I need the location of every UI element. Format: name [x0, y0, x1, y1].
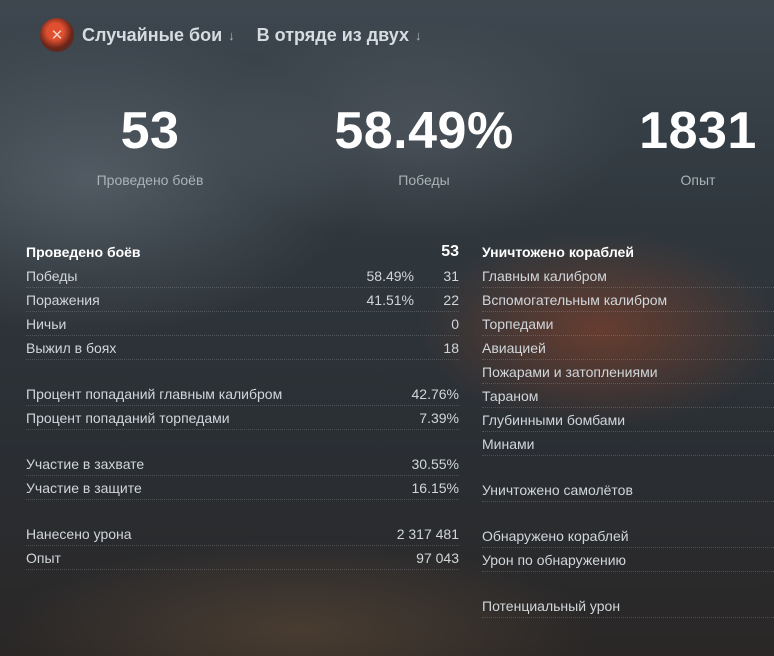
- list-item: Уничтожено самолётов: [482, 478, 774, 502]
- squad-type-label: В отряде из двух: [256, 24, 410, 45]
- experience-label: Опыт: [680, 172, 716, 188]
- destroyed-header-row: Уничтожено кораблей: [482, 240, 774, 264]
- row-value: 18: [443, 339, 459, 356]
- game-mode-logo-icon: ✕: [40, 18, 74, 52]
- table-row: Процент попаданий главным калибром 42.76…: [26, 382, 459, 406]
- table-row: Процент попаданий торпедами 7.39%: [26, 406, 459, 430]
- chevron-down-icon: ↓: [228, 27, 235, 43]
- list-item: Потенциальный урон: [482, 594, 774, 618]
- list-item: Минами: [482, 432, 774, 456]
- row-label: Нанесено урона: [26, 525, 132, 542]
- row-label: Торпедами: [482, 315, 554, 332]
- row-value: 97 043: [416, 549, 459, 566]
- row-label: Процент попаданий главным калибром: [26, 385, 283, 402]
- row-label: Тараном: [482, 387, 539, 404]
- row-value: 30.55%: [411, 455, 459, 472]
- spacer: [482, 502, 774, 524]
- row-value: 31: [443, 267, 459, 284]
- battles-label: Проведено боёв: [96, 172, 204, 188]
- row-label: Главным калибром: [482, 267, 607, 284]
- winrate-value: 58.49%: [334, 102, 514, 160]
- row-value: 42.76%: [411, 385, 459, 402]
- list-item: Торпедами: [482, 312, 774, 336]
- row-label: Авиацией: [482, 339, 546, 356]
- row-value: 7.39%: [419, 409, 459, 426]
- row-label: Опыт: [26, 549, 61, 566]
- spacer: [26, 360, 459, 382]
- winrate-label: Победы: [398, 172, 450, 188]
- row-label: Поражения: [26, 291, 100, 308]
- list-item: Тараном: [482, 384, 774, 408]
- list-item: Пожарами и затоплениями: [482, 360, 774, 384]
- row-label: Участие в защите: [26, 479, 142, 496]
- stats-header-label: Проведено боёв: [26, 244, 141, 260]
- spacer: [482, 572, 774, 594]
- squad-type-dropdown[interactable]: В отряде из двух ↓: [257, 25, 422, 46]
- spacer: [26, 500, 459, 522]
- table-row: Выжил в боях 18: [26, 336, 459, 360]
- row-value: 2 317 481: [396, 525, 459, 542]
- battle-type-dropdown[interactable]: Случайные бои ↓: [82, 25, 235, 46]
- row-label: Минами: [482, 435, 535, 452]
- table-row: Участие в защите 16.15%: [26, 476, 459, 500]
- header-bar: ✕ Случайные бои ↓ В отряде из двух ↓: [40, 17, 444, 53]
- table-row: Нанесено урона 2 317 481: [26, 522, 459, 546]
- table-row: Ничьи 0: [26, 312, 459, 336]
- row-label: Урон по обнаружению: [482, 551, 627, 568]
- table-row: Победы 58.49% 31: [26, 264, 459, 288]
- row-label: Победы: [26, 267, 78, 284]
- list-item: Глубинными бомбами: [482, 408, 774, 432]
- table-row: Участие в захвате 30.55%: [26, 452, 459, 476]
- row-label: Глубинными бомбами: [482, 411, 626, 428]
- list-item: Вспомогательным калибром: [482, 288, 774, 312]
- stats-header-value: 53: [441, 243, 459, 260]
- experience-value: 1831: [639, 102, 757, 160]
- row-value: 0: [451, 315, 459, 332]
- stats-header-row: Проведено боёв 53: [26, 240, 459, 264]
- list-item: Авиацией: [482, 336, 774, 360]
- spacer: [482, 456, 774, 478]
- summary-experience: 1831 Опыт: [628, 98, 768, 188]
- battles-count: 53: [120, 102, 180, 160]
- row-label: Вспомогательным калибром: [482, 291, 668, 308]
- table-row: Опыт 97 043: [26, 546, 459, 570]
- chevron-down-icon: ↓: [415, 27, 422, 43]
- spacer: [26, 430, 459, 452]
- battle-type-label: Случайные бои: [82, 24, 223, 45]
- row-label: Обнаружено кораблей: [482, 527, 629, 544]
- list-item: Урон по обнаружению: [482, 548, 774, 572]
- row-label: Процент попаданий торпедами: [26, 409, 230, 426]
- row-value: 16.15%: [411, 479, 459, 496]
- list-item: Главным калибром: [482, 264, 774, 288]
- row-label: Пожарами и затоплениями: [482, 363, 658, 380]
- row-value: 22: [443, 291, 459, 308]
- table-row: Поражения 41.51% 22: [26, 288, 459, 312]
- row-label: Участие в захвате: [26, 455, 145, 472]
- list-item: Обнаружено кораблей: [482, 524, 774, 548]
- destroyed-header-label: Уничтожено кораблей: [482, 244, 634, 260]
- destroyed-ships-table: Уничтожено кораблей Главным калибром Всп…: [482, 240, 774, 618]
- row-label: Потенциальный урон: [482, 597, 621, 614]
- row-label: Выжил в боях: [26, 339, 117, 356]
- row-label: Уничтожено самолётов: [482, 481, 633, 498]
- row-label: Ничьи: [26, 315, 67, 332]
- row-percent: 41.51%: [366, 291, 414, 308]
- battle-stats-table: Проведено боёв 53 Победы 58.49% 31 Пораж…: [26, 240, 459, 570]
- summary-battles: 53 Проведено боёв: [70, 98, 230, 188]
- summary-winrate: 58.49% Победы: [324, 98, 524, 188]
- row-percent: 58.49%: [366, 267, 414, 284]
